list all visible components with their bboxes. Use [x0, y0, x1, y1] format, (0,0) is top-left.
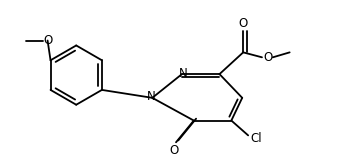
- Text: O: O: [239, 17, 248, 30]
- Text: O: O: [170, 144, 179, 157]
- Text: O: O: [263, 51, 273, 64]
- Text: N: N: [178, 67, 187, 80]
- Text: O: O: [43, 34, 52, 47]
- Text: Cl: Cl: [250, 132, 262, 145]
- Text: N: N: [147, 90, 156, 103]
